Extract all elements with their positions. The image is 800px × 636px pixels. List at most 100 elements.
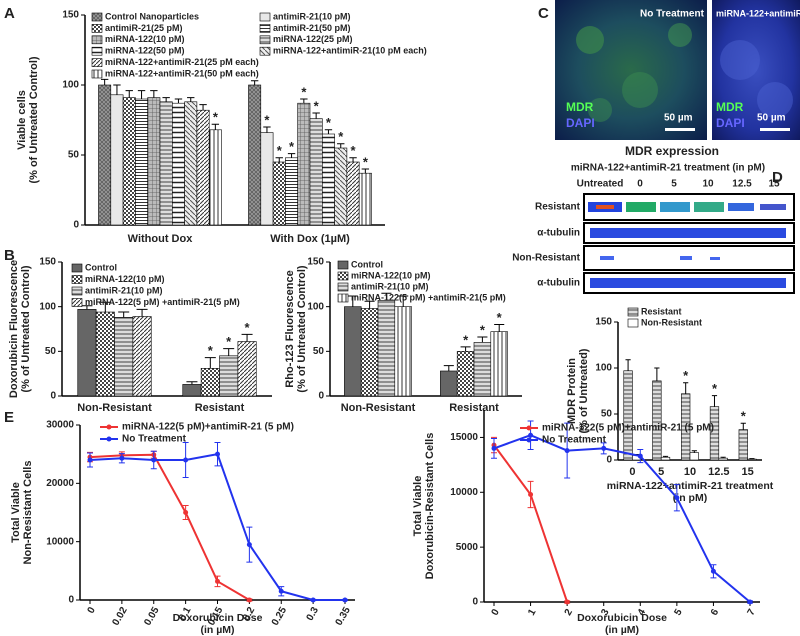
error-bar xyxy=(324,129,333,134)
bar xyxy=(623,370,633,461)
y-tick-label: 10000 xyxy=(450,487,478,498)
y-axis-label: Doxorubicin Fluorescence xyxy=(8,260,20,398)
marker xyxy=(710,568,716,574)
x-axis-label: Doxorubicin Dose xyxy=(173,612,263,624)
error-bar xyxy=(118,311,130,318)
bar xyxy=(309,118,323,226)
error-bar xyxy=(398,295,409,307)
x-tick-label: 0.05 xyxy=(142,605,161,628)
x-axis-label: Doxorubicin Dose xyxy=(577,612,667,624)
error-bar xyxy=(443,365,454,371)
legend-swatch xyxy=(337,271,349,281)
significance: * xyxy=(264,112,270,127)
micrograph: No Treatment MDR DAPI 50 µm xyxy=(555,0,707,140)
bar xyxy=(98,84,112,226)
legend-label: antimiR-21(10 pM) xyxy=(273,11,351,21)
error-bar xyxy=(150,90,158,98)
error-bar xyxy=(187,97,195,102)
line xyxy=(89,453,250,601)
image-label: miRNA-122+antimiR-21 xyxy=(716,8,800,18)
legend-swatch xyxy=(71,263,83,273)
bar xyxy=(219,355,239,397)
error-bar xyxy=(287,153,296,158)
scale-bar: 50 µm xyxy=(664,113,693,124)
bar xyxy=(456,351,475,397)
legend-label: antimiR-21(10 pM) xyxy=(351,281,429,291)
legend-swatch xyxy=(627,307,639,317)
marker xyxy=(151,457,157,463)
error-bar xyxy=(113,84,121,95)
scale-bar: 50 µm xyxy=(757,113,786,124)
marker xyxy=(342,597,348,603)
error-bar xyxy=(312,112,320,119)
y-tick-label: 30000 xyxy=(46,420,74,431)
error-bar xyxy=(125,90,133,98)
bar xyxy=(689,452,699,461)
significance: * xyxy=(338,129,344,144)
marker xyxy=(119,455,125,461)
bar xyxy=(440,370,458,397)
significance: * xyxy=(741,409,747,424)
x-tick-label: Non-Resistant xyxy=(341,402,416,414)
marker xyxy=(310,597,316,603)
x-tick-label: With Dox (1µM) xyxy=(270,233,350,245)
y-tick-label: 0 xyxy=(606,455,612,466)
y-axis-label: (% of Untreated Control) xyxy=(296,265,308,392)
bar xyxy=(135,98,148,226)
y-tick-label: 150 xyxy=(39,257,56,268)
error-bar xyxy=(81,305,93,310)
bar xyxy=(660,456,671,461)
significance: * xyxy=(289,139,295,154)
bar xyxy=(334,147,348,226)
x-tick-label: Resistant xyxy=(449,402,499,414)
legend-swatch xyxy=(91,69,103,79)
error-bar xyxy=(162,97,170,102)
y-tick-label: 150 xyxy=(62,10,79,21)
x-tick-label: 0.3 xyxy=(305,605,322,623)
legend-swatch xyxy=(259,46,271,56)
legend-label: miRNA-122+antimiR-21(25 pM each) xyxy=(105,57,259,67)
row-label: α-tubulin xyxy=(537,228,580,239)
legend-swatch xyxy=(71,298,83,307)
legend-label: Control Nanoparticles xyxy=(105,11,199,21)
error-bar xyxy=(662,455,669,458)
error-bar xyxy=(477,336,488,343)
y-tick-label: 0 xyxy=(50,391,56,402)
marker xyxy=(601,445,607,451)
significance: * xyxy=(351,143,357,158)
error-bar xyxy=(683,382,689,394)
error-bar xyxy=(337,143,345,148)
bar xyxy=(360,308,379,397)
marker xyxy=(564,448,570,454)
x-tick-label: Non-Resistant xyxy=(77,402,152,414)
y-axis-label: Total Viable xyxy=(412,476,424,537)
x-tick-label: 0 xyxy=(86,605,99,616)
x-tick-label: 5 xyxy=(658,466,664,478)
marker xyxy=(87,457,93,463)
significance: * xyxy=(480,322,486,337)
lane-label: 15 xyxy=(768,179,780,190)
significance: * xyxy=(245,320,251,335)
legend-swatch xyxy=(627,318,639,328)
row-label: α-tubulin xyxy=(537,278,580,289)
y-tick-label: 50 xyxy=(68,150,80,161)
x-tick-label: Without Dox xyxy=(128,233,194,245)
x-tick-label: 2 xyxy=(563,607,576,618)
legend-label: antimiR-21(25 pM) xyxy=(105,23,183,33)
stain-label: DAPI xyxy=(716,116,745,130)
legend-label: miRNA-122(10 pM) xyxy=(85,274,165,284)
error-bar xyxy=(241,333,253,342)
significance: * xyxy=(363,154,369,169)
y-tick-label: 100 xyxy=(39,301,56,312)
error-bar xyxy=(100,78,109,85)
x-tick-label: 4 xyxy=(636,607,649,618)
y-axis-label: MDR Protein xyxy=(566,358,578,424)
bar xyxy=(738,429,748,461)
bar xyxy=(196,109,210,226)
error-bar xyxy=(174,98,183,104)
marker xyxy=(491,445,497,451)
error-bar xyxy=(740,422,746,430)
blot-subtitle: miRNA-122+antimiR-21 treatment (in pM) xyxy=(571,163,765,174)
x-tick-label: 6 xyxy=(709,607,722,618)
